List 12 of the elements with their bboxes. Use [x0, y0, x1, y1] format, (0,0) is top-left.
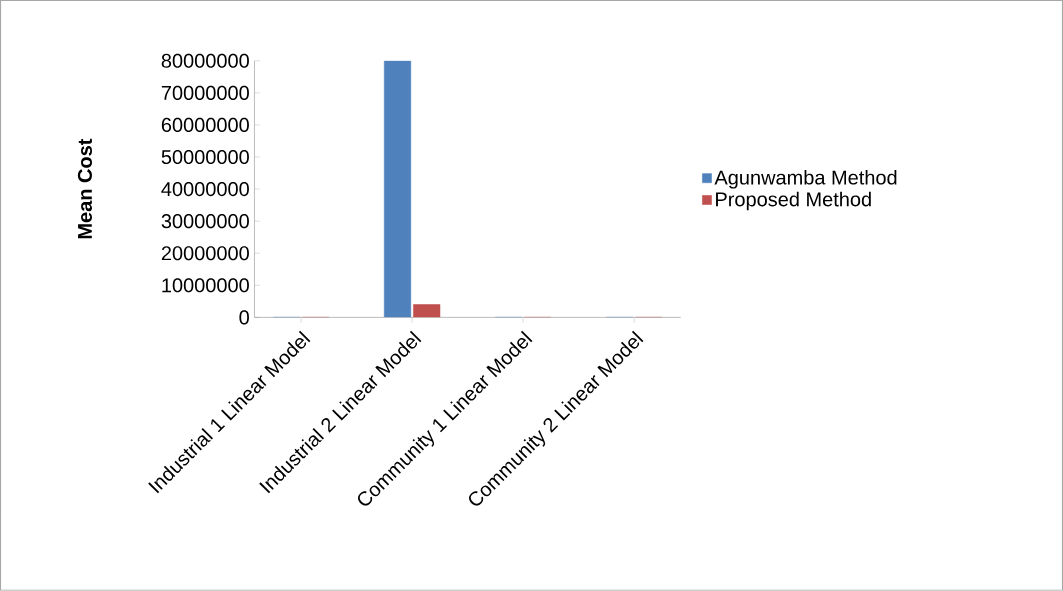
y-axis-title: Mean Cost	[77, 138, 92, 239]
y-tick-label: 0	[239, 310, 249, 325]
y-tick-label: 80000000	[161, 53, 249, 68]
y-tick-label: 10000000	[162, 278, 249, 293]
y-tick-label: 70000000	[161, 85, 249, 101]
y-tick-label: 20000000	[161, 246, 249, 261]
y-tick-label: 60000000	[161, 117, 249, 133]
legend-label: Proposed Method	[716, 191, 871, 211]
y-tick-label: 40000000	[161, 182, 249, 197]
y-tick-label: 30000000	[161, 214, 249, 229]
y-tick-label: 50000000	[161, 150, 249, 165]
legend-label: Agunwamba Method	[714, 170, 897, 189]
